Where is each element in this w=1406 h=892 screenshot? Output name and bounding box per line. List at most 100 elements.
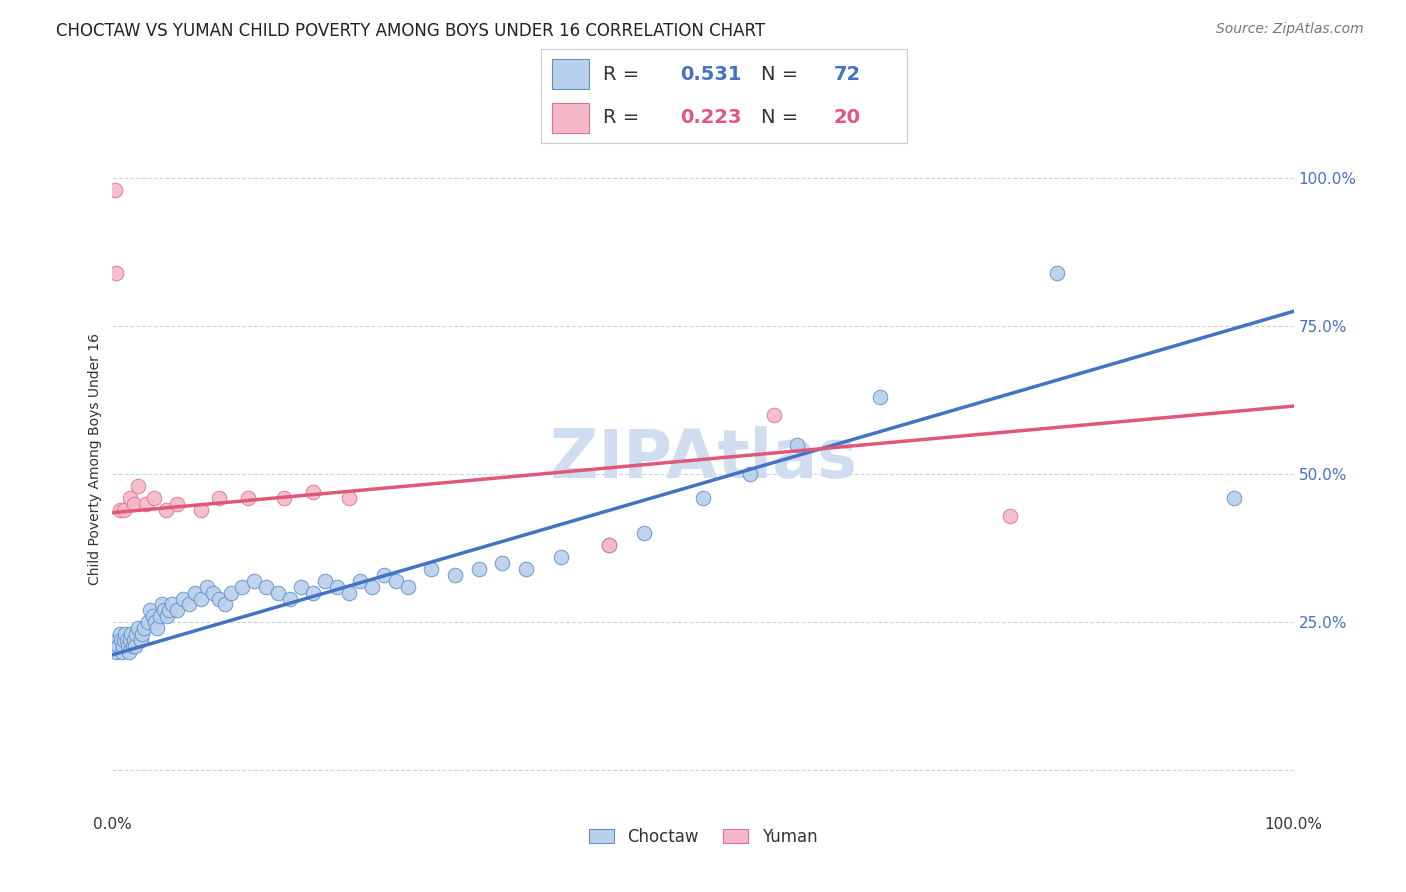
Text: R =: R = (603, 65, 645, 84)
Point (155, 502, 177, 516)
Point (238, 491, 260, 505)
Point (190, 502, 212, 516)
Text: 20: 20 (834, 108, 860, 127)
Point (142, 609, 165, 624)
Text: Source: ZipAtlas.com: Source: ZipAtlas.com (1216, 22, 1364, 37)
Point (121, 639, 143, 653)
Point (219, 585, 242, 599)
Point (420, 562, 443, 576)
Point (208, 491, 231, 505)
Point (243, 574, 266, 588)
Point (491, 556, 513, 570)
Point (195, 580, 218, 594)
Point (156, 609, 179, 624)
Point (112, 639, 135, 653)
Point (786, 437, 808, 451)
Point (550, 550, 572, 565)
Point (278, 591, 301, 606)
Point (112, 502, 135, 516)
Point (326, 580, 349, 594)
Point (127, 479, 149, 493)
Point (273, 491, 295, 505)
Point (633, 526, 655, 541)
Point (108, 502, 131, 516)
Point (254, 580, 277, 594)
Text: R =: R = (603, 108, 645, 127)
Point (139, 603, 162, 617)
Point (349, 574, 371, 588)
Point (135, 497, 157, 511)
Point (184, 585, 207, 599)
Point (107, 639, 129, 653)
Point (396, 580, 419, 594)
Point (267, 585, 290, 599)
Point (740, 467, 762, 482)
Point (231, 580, 253, 594)
Point (172, 591, 194, 606)
Point (112, 632, 135, 647)
Text: 72: 72 (834, 65, 860, 84)
Legend: Choctaw, Yuman: Choctaw, Yuman (582, 822, 824, 853)
Point (302, 585, 325, 599)
Point (467, 562, 489, 576)
Point (337, 585, 360, 599)
Point (134, 621, 156, 635)
Point (146, 621, 169, 635)
Point (120, 632, 142, 647)
Point (105, 632, 128, 647)
FancyBboxPatch shape (553, 103, 589, 134)
Point (869, 390, 891, 404)
Point (105, 645, 128, 659)
Point (150, 598, 173, 612)
Point (122, 497, 145, 511)
Point (160, 598, 183, 612)
Point (598, 538, 620, 552)
Point (290, 580, 312, 594)
Point (201, 585, 224, 599)
Point (153, 603, 176, 617)
Point (129, 632, 152, 647)
Point (104, 183, 127, 197)
Point (120, 627, 142, 641)
Point (385, 574, 408, 588)
Point (361, 580, 384, 594)
Point (444, 567, 467, 582)
Point (114, 627, 136, 641)
Point (115, 632, 138, 647)
Point (337, 491, 360, 505)
Text: CHOCTAW VS YUMAN CHILD POVERTY AMONG BOYS UNDER 16 CORRELATION CHART: CHOCTAW VS YUMAN CHILD POVERTY AMONG BOY… (56, 22, 765, 40)
Point (762, 408, 785, 422)
Point (1223, 491, 1246, 505)
Text: N =: N = (761, 65, 804, 84)
Point (692, 491, 714, 505)
Point (108, 627, 131, 641)
Point (110, 632, 132, 647)
Point (314, 574, 336, 588)
Text: 0.531: 0.531 (681, 65, 742, 84)
Text: ZIPAtlas: ZIPAtlas (550, 426, 856, 492)
Point (117, 639, 139, 653)
Y-axis label: Child Poverty Among Boys Under 16: Child Poverty Among Boys Under 16 (89, 334, 103, 585)
Point (515, 562, 537, 576)
Point (179, 598, 201, 612)
Point (136, 615, 159, 630)
Point (127, 621, 149, 635)
Point (598, 538, 620, 552)
Point (157, 603, 180, 617)
Point (105, 266, 128, 280)
Point (166, 603, 188, 617)
Point (190, 591, 212, 606)
FancyBboxPatch shape (553, 60, 589, 89)
Point (122, 632, 145, 647)
Point (166, 497, 188, 511)
Point (143, 615, 166, 630)
Point (208, 591, 231, 606)
Text: 0.223: 0.223 (681, 108, 742, 127)
Point (118, 645, 141, 659)
Point (125, 627, 148, 641)
Point (302, 485, 325, 500)
Point (214, 598, 236, 612)
Point (124, 639, 146, 653)
Point (131, 627, 153, 641)
Point (373, 567, 395, 582)
